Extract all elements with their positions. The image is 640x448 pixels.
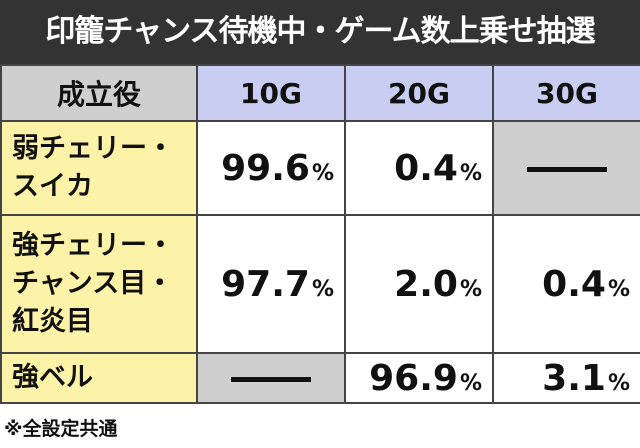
role-line: 弱チェリー・ bbox=[12, 133, 174, 164]
dash-mark bbox=[231, 376, 311, 382]
value-unit: % bbox=[311, 160, 334, 186]
table-row: 強チェリー・ チャンス目・ 紅炎目 97.7% 2.0% 0.4% bbox=[0, 214, 640, 354]
value-number: 97.7 bbox=[221, 263, 310, 305]
dash-mark bbox=[527, 166, 607, 172]
value-unit: % bbox=[607, 370, 630, 396]
value-number: 96.9 bbox=[369, 357, 458, 399]
role-cell: 強ベル bbox=[0, 352, 198, 404]
value-cell-10g: 97.7% bbox=[196, 214, 346, 354]
value-unit: % bbox=[459, 370, 482, 396]
na-cell-10g bbox=[196, 352, 346, 404]
header-20g: 20G bbox=[344, 64, 494, 122]
role-line: スイカ bbox=[12, 171, 93, 202]
value-unit: % bbox=[311, 276, 334, 302]
value-number: 0.4 bbox=[394, 147, 458, 189]
header-30g: 30G bbox=[492, 64, 640, 122]
lottery-table: 成立役 10G 20G 30G 弱チェリー・ スイカ 99.6% 0.4% 強チ… bbox=[0, 64, 640, 404]
page-title: 印籠チャンス待機中・ゲーム数上乗せ抽選 bbox=[0, 0, 640, 64]
value-cell-30g: 3.1% bbox=[492, 352, 640, 404]
value-cell-20g: 2.0% bbox=[344, 214, 494, 354]
table-header-row: 成立役 10G 20G 30G bbox=[0, 64, 640, 122]
header-role: 成立役 bbox=[0, 64, 198, 122]
value-cell-20g: 96.9% bbox=[344, 352, 494, 404]
value-unit: % bbox=[459, 160, 482, 186]
value-number: 3.1 bbox=[542, 357, 606, 399]
value-cell-30g: 0.4% bbox=[492, 214, 640, 354]
role-cell: 弱チェリー・ スイカ bbox=[0, 120, 198, 216]
footnote: ※全設定共通 bbox=[4, 418, 118, 440]
value-cell-20g: 0.4% bbox=[344, 120, 494, 216]
role-line: 強チェリー・ bbox=[12, 230, 174, 261]
value-number: 0.4 bbox=[542, 263, 606, 305]
value-unit: % bbox=[459, 276, 482, 302]
role-line: チャンス目・ bbox=[12, 268, 174, 299]
value-cell-10g: 99.6% bbox=[196, 120, 346, 216]
value-unit: % bbox=[607, 276, 630, 302]
table-row: 弱チェリー・ スイカ 99.6% 0.4% bbox=[0, 120, 640, 216]
role-cell: 強チェリー・ チャンス目・ 紅炎目 bbox=[0, 214, 198, 354]
value-number: 99.6 bbox=[221, 147, 310, 189]
table-row: 強ベル 96.9% 3.1% bbox=[0, 352, 640, 404]
role-line: 紅炎目 bbox=[12, 306, 93, 337]
role-line: 強ベル bbox=[12, 362, 93, 393]
value-number: 2.0 bbox=[394, 263, 458, 305]
header-10g: 10G bbox=[196, 64, 346, 122]
na-cell-30g bbox=[492, 120, 640, 216]
